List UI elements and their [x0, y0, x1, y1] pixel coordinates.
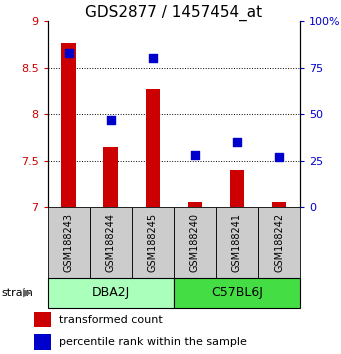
Text: transformed count: transformed count: [59, 315, 162, 325]
Bar: [48, 207, 90, 278]
Bar: [258, 207, 300, 278]
Text: DBA2J: DBA2J: [92, 286, 130, 299]
Bar: [174, 207, 216, 278]
Text: strain: strain: [2, 288, 33, 298]
Bar: [132, 207, 174, 278]
Bar: [103, 147, 118, 207]
Text: C57BL6J: C57BL6J: [211, 286, 263, 299]
Text: GSM188241: GSM188241: [232, 213, 242, 272]
Point: [276, 154, 282, 160]
Bar: [61, 42, 76, 207]
Text: GSM188244: GSM188244: [106, 213, 116, 272]
Text: ▶: ▶: [23, 288, 32, 298]
Title: GDS2877 / 1457454_at: GDS2877 / 1457454_at: [85, 5, 263, 21]
Text: percentile rank within the sample: percentile rank within the sample: [59, 337, 247, 347]
Bar: [229, 170, 244, 207]
Text: GSM188240: GSM188240: [190, 213, 200, 272]
Point: [234, 139, 240, 145]
Bar: [90, 207, 132, 278]
Point: [108, 117, 114, 122]
Bar: [146, 89, 160, 207]
Point: [150, 56, 155, 61]
Bar: [216, 207, 258, 278]
Bar: [48, 278, 174, 308]
Bar: [272, 202, 286, 207]
Text: GSM188245: GSM188245: [148, 213, 158, 272]
Text: GSM188243: GSM188243: [64, 213, 74, 272]
Text: GSM188242: GSM188242: [274, 213, 284, 272]
Point: [66, 50, 72, 56]
Point: [192, 152, 198, 158]
Bar: [33, 334, 51, 350]
Bar: [188, 202, 202, 207]
Bar: [33, 312, 51, 327]
Bar: [174, 278, 300, 308]
